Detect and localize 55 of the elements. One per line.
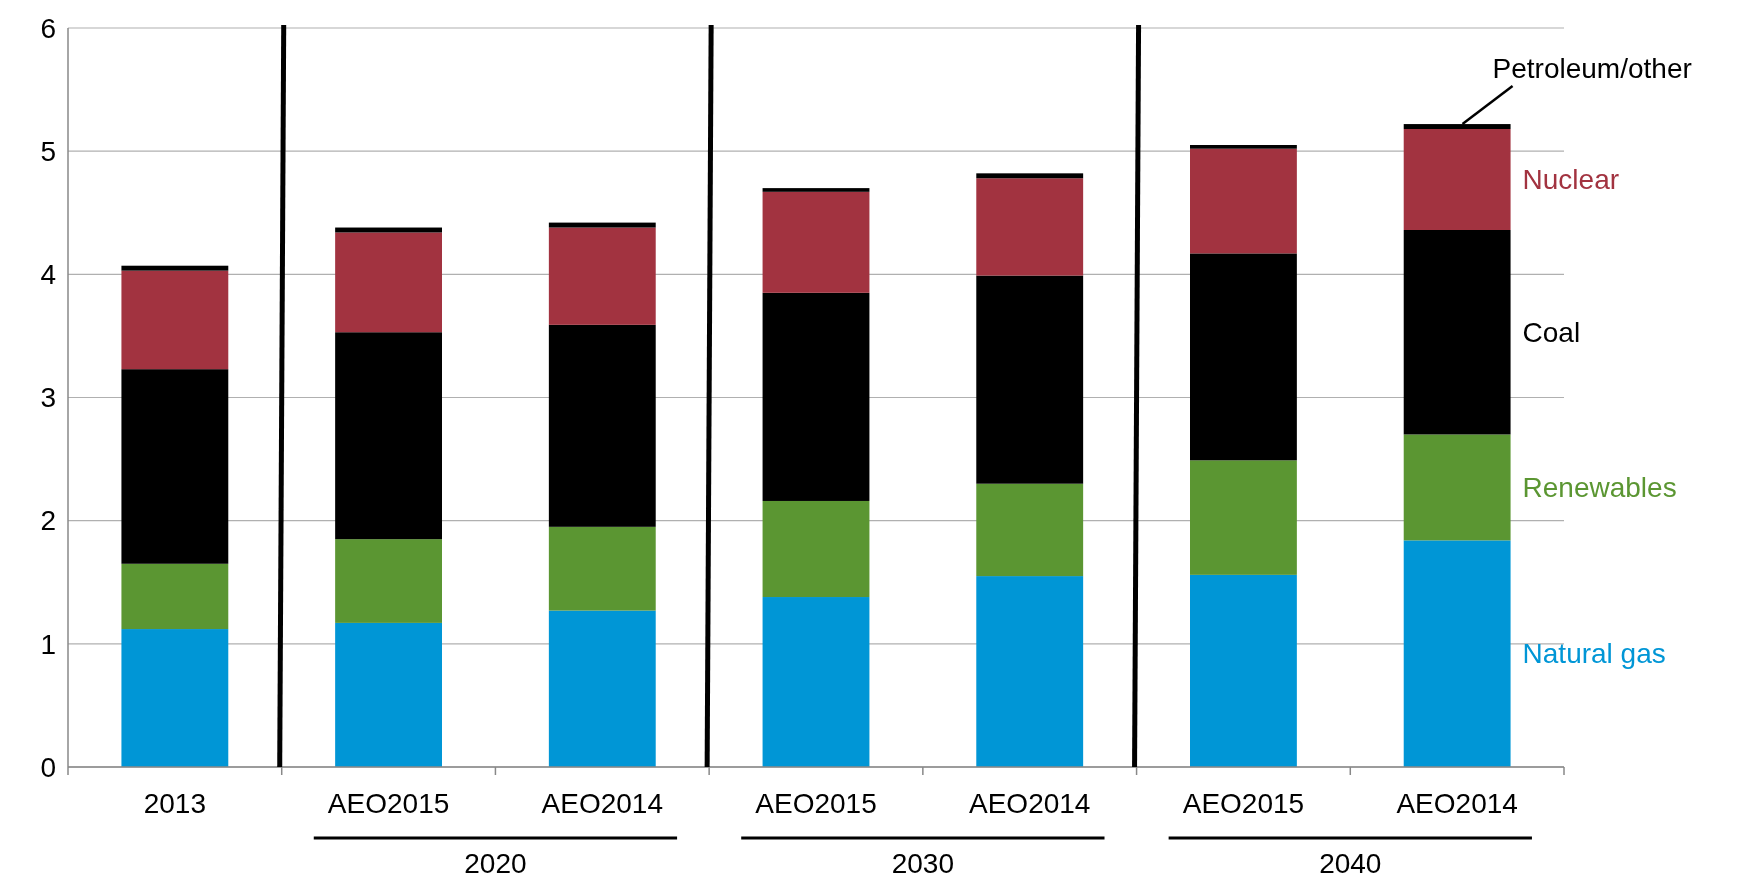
bar — [121, 270, 229, 370]
y-tick-label: 0 — [40, 751, 56, 783]
bar — [335, 539, 442, 623]
bar — [1403, 229, 1511, 435]
bar — [548, 526, 656, 611]
bar — [1190, 148, 1297, 254]
y-tick-label: 3 — [40, 382, 56, 414]
bar — [548, 222, 656, 228]
text: 2020 — [464, 848, 527, 879]
bar — [762, 597, 870, 767]
y-tick-label: 2 — [40, 505, 56, 537]
bar — [335, 332, 442, 540]
bar — [976, 275, 1084, 484]
bar — [548, 324, 656, 527]
bar — [335, 232, 442, 333]
bar — [121, 265, 229, 271]
bar — [976, 178, 1084, 276]
bar — [121, 629, 229, 767]
bar — [1403, 129, 1511, 230]
bar — [976, 576, 1084, 767]
series-label: Coal — [1522, 317, 1581, 349]
x-tick-label: AEO2014 — [969, 788, 1091, 819]
series-label: Nuclear — [1522, 164, 1620, 196]
bar — [762, 188, 870, 192]
bar — [1190, 460, 1297, 575]
bar — [976, 483, 1084, 577]
bar — [335, 622, 442, 767]
bar — [548, 610, 656, 767]
bar — [1190, 253, 1297, 461]
series-label: Petroleum/other — [1492, 53, 1692, 84]
bar — [976, 173, 1084, 179]
x-tick-label: AEO2014 — [541, 788, 663, 819]
x-tick-label: AEO2014 — [1396, 788, 1518, 819]
x-tick-label: AEO2015 — [755, 788, 877, 819]
bar — [762, 292, 870, 501]
text: 2030 — [891, 848, 955, 879]
y-tick-label: 1 — [40, 628, 56, 660]
x-tick-label: AEO2015 — [327, 788, 450, 819]
bar — [1190, 574, 1297, 767]
y-tick-label: 5 — [40, 135, 56, 167]
bar — [1403, 434, 1511, 541]
x-tick-label: AEO2015 — [1182, 788, 1305, 819]
series-label: Renewables — [1522, 472, 1677, 504]
bar — [762, 191, 870, 293]
bar — [762, 500, 870, 598]
y-tick-label: 6 — [40, 12, 56, 44]
bar — [121, 563, 229, 630]
y-tick-label: 4 — [40, 259, 56, 291]
bar — [1190, 145, 1297, 149]
x-tick-label: 2013 — [143, 788, 207, 819]
bar — [121, 369, 229, 564]
bar — [1403, 540, 1511, 767]
series-label: Natural gas — [1522, 638, 1666, 670]
bar — [548, 227, 656, 325]
text: 2040 — [1319, 848, 1382, 879]
